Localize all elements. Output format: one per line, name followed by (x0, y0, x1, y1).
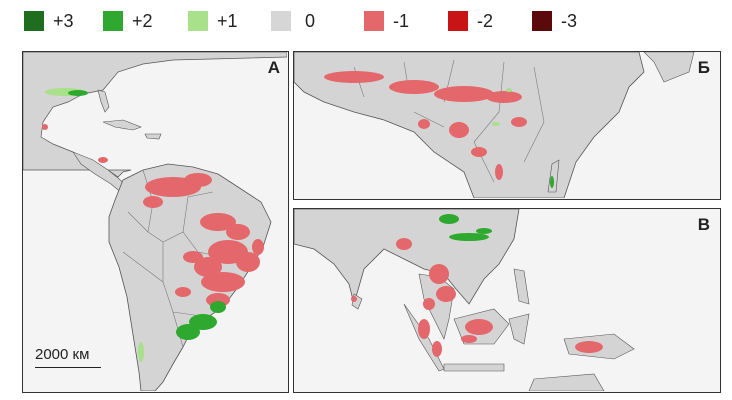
legend-swatch (24, 11, 44, 31)
map-panel-africa: Б (293, 51, 721, 200)
land-philippines (513, 268, 530, 305)
country-borders-americas (122, 169, 224, 348)
legend-label: +2 (132, 11, 153, 31)
legend-item-minus2: -2 (448, 10, 493, 32)
legend-label: +1 (217, 11, 238, 31)
loss-areas-asia (351, 238, 603, 357)
scale-label: 2000 км (35, 346, 90, 363)
panel-label-c: В (697, 215, 710, 234)
map-americas (23, 52, 287, 391)
legend-swatch (448, 11, 468, 31)
legend-item-zero: 0 (271, 10, 315, 32)
legend-item-minus3: -3 (532, 10, 577, 32)
map-africa (294, 52, 695, 198)
land-sulawesi (508, 313, 530, 345)
legend-swatch (271, 11, 291, 31)
land-north-america (23, 52, 287, 178)
land-australia (528, 373, 605, 391)
legend-swatch (532, 11, 552, 31)
land-arabia (643, 52, 695, 83)
loss-areas-africa (324, 71, 527, 180)
loss-areas-americas (42, 124, 264, 307)
legend-swatch (364, 11, 384, 31)
land-cuba (102, 119, 142, 131)
land-florida (97, 89, 110, 113)
land-south-america (108, 163, 272, 391)
legend-label: -1 (393, 11, 410, 31)
legend-swatch (103, 11, 123, 31)
scale-bar (35, 367, 101, 368)
gain-areas-africa (492, 88, 554, 188)
panel-label-b: Б (697, 58, 710, 77)
legend-label: -2 (477, 11, 494, 31)
gain-areas-asia (439, 214, 492, 241)
land-hispaniola (144, 133, 162, 140)
legend-label: 0 (305, 11, 316, 31)
legend-swatch (188, 11, 208, 31)
legend-item-plus3: +3 (24, 10, 74, 32)
map-panel-americas: А 2000 км (22, 51, 289, 393)
panel-label-a: А (267, 58, 280, 77)
map-asia (294, 209, 635, 391)
map-panel-asia: В (293, 208, 721, 393)
legend: +3 +2 +1 0 -1 -2 -3 (0, 0, 732, 44)
legend-label: -3 (561, 11, 578, 31)
legend-item-plus1: +1 (188, 10, 238, 32)
land-java (443, 363, 505, 372)
legend-item-minus1: -1 (364, 10, 409, 32)
land-asia-mainland (294, 209, 520, 306)
gain-areas-americas (45, 88, 226, 362)
legend-label: +3 (53, 11, 74, 31)
legend-item-plus2: +2 (103, 10, 153, 32)
